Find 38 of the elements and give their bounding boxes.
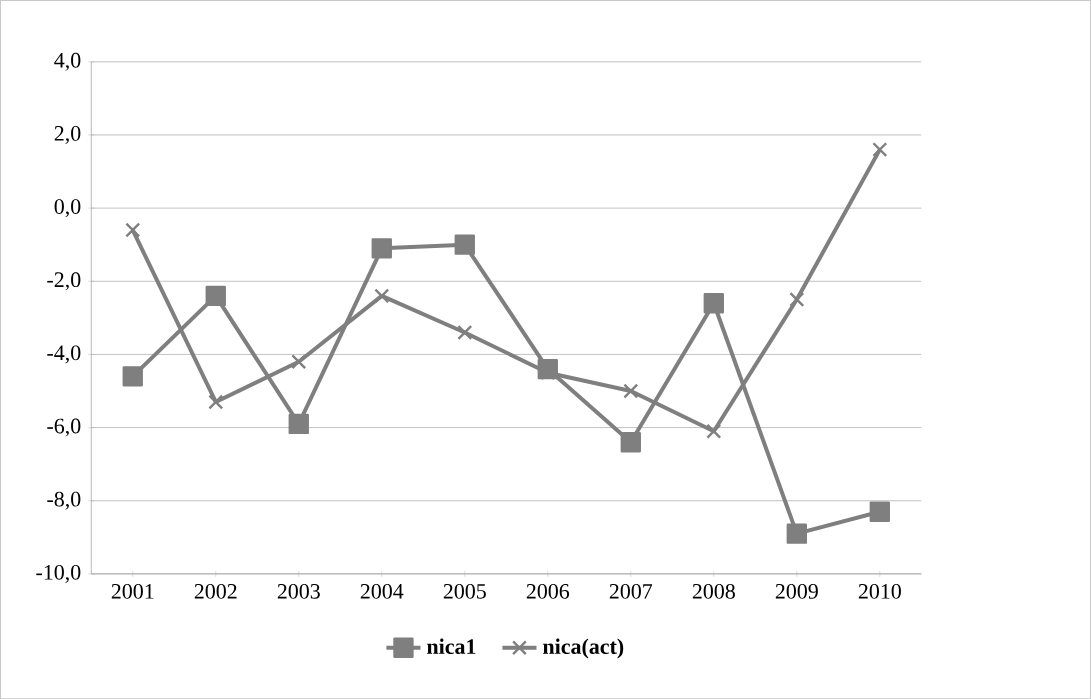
point <box>620 431 641 453</box>
point <box>122 366 143 387</box>
point <box>706 423 722 439</box>
x-tick-label: 2007 <box>609 583 653 599</box>
point <box>457 324 473 340</box>
y-tick-label: -8,0 <box>47 491 81 510</box>
x-tick-label: 2009 <box>775 583 818 599</box>
legend-label: nica1 <box>427 638 476 654</box>
x-tick-label: 2002 <box>194 583 237 599</box>
point <box>623 383 639 399</box>
point <box>288 413 309 435</box>
y-tick-label: -4,0 <box>47 345 81 364</box>
point <box>703 292 724 314</box>
point <box>125 222 141 238</box>
y-tick-label: -2,0 <box>47 272 81 291</box>
point <box>208 394 224 410</box>
point <box>872 141 888 158</box>
y-tick-label: -10,0 <box>36 564 81 583</box>
x-tick-label: 2005 <box>443 583 486 599</box>
point <box>205 285 226 306</box>
y-tick-label: 4,0 <box>54 52 81 71</box>
point <box>786 523 807 544</box>
x-tick-label: 2010 <box>858 583 901 599</box>
point <box>291 354 307 370</box>
point <box>371 238 392 259</box>
point <box>869 501 890 522</box>
x-tick-label: 2004 <box>360 583 404 599</box>
x-tick-label: 2003 <box>277 583 320 599</box>
x-tick-label: 2001 <box>111 583 154 599</box>
point <box>454 234 475 255</box>
point <box>374 288 390 304</box>
legend-label: nica(act) <box>543 638 624 659</box>
x-tick-label: 2008 <box>692 583 735 599</box>
y-tick-label: -6,0 <box>47 418 81 437</box>
y-tick-label: 0,0 <box>54 199 81 218</box>
y-tick-label: 2,0 <box>54 125 81 144</box>
point <box>789 291 805 308</box>
x-tick-label: 2006 <box>526 583 570 599</box>
